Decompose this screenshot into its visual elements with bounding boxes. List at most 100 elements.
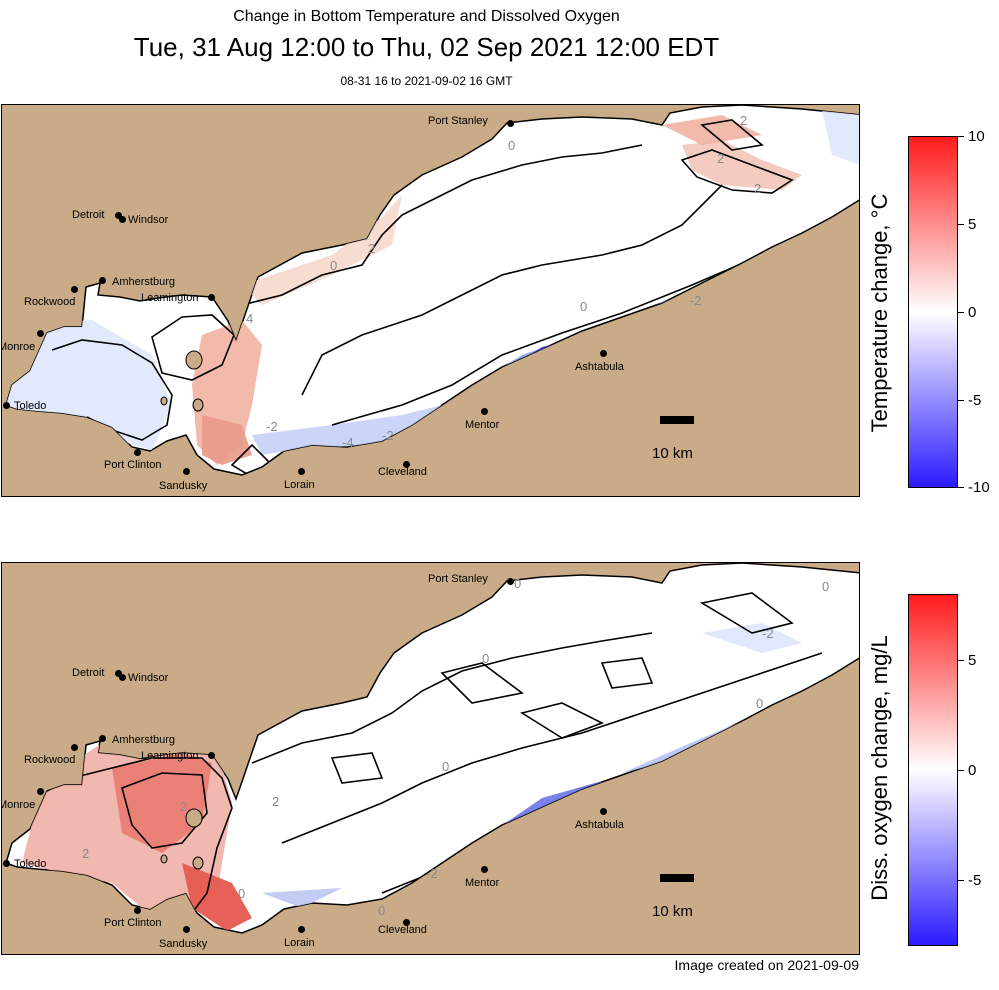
contour-label: 4 [246, 311, 253, 326]
contour-line [330, 752, 384, 784]
contour-label: 2 [717, 151, 724, 166]
temperature-map-svg: 0 2 -2 4 -4 0 2 -2 2 0 -2 2 [5, 105, 859, 476]
island [160, 854, 168, 864]
city-label: Port Clinton [104, 917, 162, 929]
city-marker [71, 286, 78, 293]
city-marker [403, 919, 410, 926]
city-marker [507, 578, 514, 585]
city-label: Lorain [284, 479, 315, 491]
contour-line [519, 702, 604, 739]
colorbar-tick-label: 0 [968, 304, 977, 321]
contour-label: 0 [508, 138, 515, 153]
city-label: Windsor [128, 214, 169, 226]
contour-label: 0 [238, 886, 245, 901]
city-label: Leamington [141, 750, 199, 762]
city-marker [481, 408, 488, 415]
contour-label: 2 [740, 113, 747, 128]
city-marker [115, 670, 122, 677]
contour-label: -2 [426, 866, 438, 881]
colorbar-tick-label: 10 [968, 128, 985, 145]
city-label: Port Stanley [428, 573, 488, 585]
city-marker [208, 294, 215, 301]
city-marker [37, 788, 44, 795]
colorbar-tick-label: -5 [968, 392, 982, 409]
city-label: Amherstburg [112, 276, 175, 288]
contour-label: -2 [266, 419, 278, 434]
field-patch [662, 115, 762, 145]
scale-bar [660, 874, 694, 882]
contour-label: -4 [342, 435, 354, 450]
city-label: Amherstburg [112, 734, 175, 746]
contour-label: -2 [762, 626, 774, 641]
scale-bar [660, 416, 694, 424]
city-label: Detroit [72, 209, 105, 221]
scale-bar-label: 10 km [652, 445, 693, 462]
contour-line [51, 339, 173, 441]
island [160, 396, 168, 406]
city-label: Ashtabula [575, 819, 624, 831]
colorbar-tick-label: 5 [968, 216, 977, 233]
city-label: Windsor [128, 672, 169, 684]
city-label: Mentor [465, 419, 500, 431]
city-label: Ashtabula [575, 361, 624, 373]
city-marker [115, 212, 122, 219]
image-credit: Image created on 2021-09-09 [674, 957, 859, 973]
city-label: Detroit [72, 667, 105, 679]
field-patch [112, 753, 212, 853]
city-label: Lorain [284, 937, 315, 949]
contour-line [680, 149, 794, 194]
city-marker [99, 735, 106, 742]
field-patch [252, 405, 442, 455]
city-marker [507, 120, 514, 127]
contour-label: 0 [756, 696, 763, 711]
contour-label: 0 [442, 759, 449, 774]
oxygen-map-panel: 0 0 0 -2 2 0 0 -2 0 2 0 2 Port Stanley Detroit Windso… [1, 562, 860, 955]
contour-label: -2 [382, 428, 394, 443]
field-patch [622, 713, 762, 773]
contour-line [440, 662, 524, 704]
city-label: Leamington [141, 292, 199, 304]
colorbar-tick-label: 0 [968, 762, 977, 779]
city-marker [134, 449, 141, 456]
city-marker [3, 402, 10, 409]
field-patch [262, 888, 342, 908]
colorbar-tick-label: -10 [968, 479, 990, 496]
city-marker [298, 926, 305, 933]
city-label: Toledo [14, 400, 47, 412]
city-label: Monroe [1, 341, 36, 353]
city-label: Port Clinton [104, 459, 162, 471]
contour-line [301, 184, 723, 396]
city-marker [183, 468, 190, 475]
oxygen-colorbar [908, 594, 958, 946]
city-marker [600, 808, 607, 815]
contour-label: 0 [580, 299, 587, 314]
contour-label: 0 [482, 651, 489, 666]
city-marker [481, 866, 488, 873]
scale-bar-label: 10 km [652, 903, 693, 920]
city-label: Mentor [465, 877, 500, 889]
city-label: Rockwood [24, 296, 76, 308]
field-patch [242, 195, 402, 305]
contour-line [251, 632, 653, 764]
contour-line [151, 314, 235, 381]
field-patch [182, 863, 252, 931]
contour-label: 2 [754, 181, 761, 196]
oxygen-colorbar-title: Diss. oxygen change, mg/L [867, 635, 892, 901]
city-marker [134, 907, 141, 914]
city-marker [403, 461, 410, 468]
field-patch [702, 623, 802, 653]
city-label: Sandusky [159, 480, 208, 492]
city-marker [298, 468, 305, 475]
contour-line [46, 757, 233, 914]
contour-line [600, 657, 654, 689]
chart-subtitle: Change in Bottom Temperature and Dissolv… [233, 8, 620, 25]
contour-label: 0 [822, 579, 829, 594]
chart-title: Tue, 31 Aug 12:00 to Thu, 02 Sep 2021 12… [133, 32, 720, 62]
city-marker [183, 926, 190, 933]
contour-label: 2 [272, 794, 279, 809]
city-label: Cleveland [378, 466, 427, 478]
city-label: Toledo [14, 858, 47, 870]
island [185, 350, 203, 370]
temperature-colorbar [908, 136, 958, 488]
city-marker [37, 330, 44, 337]
